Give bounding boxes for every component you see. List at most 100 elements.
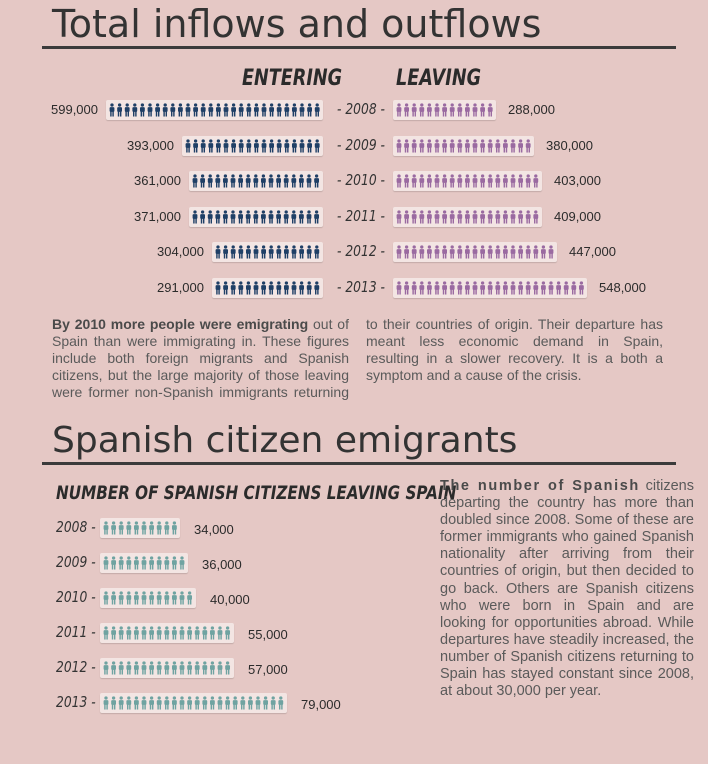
person-icon bbox=[411, 280, 417, 295]
person-icon bbox=[480, 280, 485, 295]
person-icon bbox=[276, 174, 281, 188]
person-icon bbox=[179, 696, 185, 710]
person-icon bbox=[223, 174, 228, 188]
person-icon bbox=[230, 174, 236, 188]
person-icon bbox=[253, 245, 259, 259]
person-icon bbox=[231, 103, 236, 117]
person-icon bbox=[419, 174, 425, 188]
person-icon bbox=[396, 138, 402, 153]
person-icon bbox=[126, 696, 132, 710]
person-icon bbox=[541, 280, 546, 295]
person-icon bbox=[518, 209, 523, 224]
person-icon bbox=[510, 280, 516, 295]
person-icon bbox=[472, 245, 478, 259]
person-icon bbox=[306, 209, 312, 224]
entering-bar bbox=[212, 277, 323, 298]
person-icon bbox=[261, 245, 266, 259]
person-icon bbox=[291, 174, 297, 188]
person-icon bbox=[419, 280, 425, 295]
spanish-bar bbox=[100, 693, 287, 713]
person-icon bbox=[179, 661, 185, 675]
person-icon bbox=[480, 209, 485, 224]
person-icon bbox=[465, 138, 470, 153]
person-icon bbox=[533, 245, 539, 259]
person-icon bbox=[261, 174, 266, 188]
person-icon bbox=[140, 103, 145, 117]
year-label: 2012 - bbox=[56, 658, 96, 676]
person-icon bbox=[449, 280, 455, 295]
inflows-paragraph-lead: By 2010 more people were emigrating bbox=[52, 316, 309, 332]
year-label: 2008 - bbox=[56, 518, 96, 536]
person-icon bbox=[185, 138, 191, 153]
person-icon bbox=[200, 174, 205, 188]
person-icon bbox=[103, 591, 109, 605]
person-icon bbox=[314, 174, 319, 188]
person-icon bbox=[134, 591, 139, 605]
person-icon bbox=[207, 174, 213, 188]
person-icon bbox=[134, 696, 139, 710]
person-icon bbox=[164, 521, 170, 535]
person-icon bbox=[172, 661, 177, 675]
person-icon bbox=[396, 103, 402, 117]
person-icon bbox=[533, 280, 539, 295]
person-icon bbox=[299, 245, 304, 259]
spanish-bar-icons bbox=[103, 591, 192, 605]
person-icon bbox=[442, 280, 447, 295]
person-icon bbox=[253, 174, 259, 188]
person-icon bbox=[419, 245, 425, 259]
person-icon bbox=[134, 556, 139, 570]
year-label: - 2011 - bbox=[337, 206, 386, 225]
person-icon bbox=[434, 280, 440, 295]
person-icon bbox=[202, 661, 208, 675]
person-icon bbox=[457, 174, 463, 188]
person-icon bbox=[230, 280, 236, 295]
year-label: 2010 - bbox=[56, 588, 96, 606]
leaving-bar bbox=[393, 206, 542, 227]
person-icon bbox=[269, 138, 274, 153]
person-icon bbox=[541, 245, 546, 259]
person-icon bbox=[156, 661, 162, 675]
person-icon bbox=[238, 245, 244, 259]
entering-bar-icons bbox=[185, 138, 320, 153]
person-icon bbox=[118, 696, 124, 710]
year-label: 2009 - bbox=[56, 553, 96, 571]
person-icon bbox=[283, 209, 289, 224]
spanish-value: 36,000 bbox=[202, 557, 242, 572]
person-icon bbox=[419, 138, 425, 153]
person-icon bbox=[240, 696, 246, 710]
entering-value: 599,000 bbox=[51, 102, 98, 117]
person-icon bbox=[200, 138, 206, 153]
person-icon bbox=[111, 661, 116, 675]
person-icon bbox=[141, 521, 147, 535]
person-icon bbox=[207, 209, 213, 224]
person-icon bbox=[194, 626, 200, 640]
person-icon bbox=[442, 209, 447, 224]
person-icon bbox=[495, 209, 501, 224]
person-icon bbox=[187, 696, 192, 710]
spanish-bar bbox=[100, 588, 196, 608]
person-icon bbox=[118, 661, 124, 675]
person-icon bbox=[202, 696, 208, 710]
person-icon bbox=[306, 245, 312, 259]
person-icon bbox=[480, 174, 485, 188]
person-icon bbox=[579, 280, 584, 295]
leaving-bar bbox=[393, 135, 534, 156]
person-icon bbox=[404, 280, 409, 295]
person-icon bbox=[270, 696, 276, 710]
person-icon bbox=[141, 661, 147, 675]
person-icon bbox=[404, 245, 409, 259]
person-icon bbox=[172, 626, 177, 640]
person-icon bbox=[268, 174, 274, 188]
year-label: - 2009 - bbox=[337, 135, 386, 154]
person-icon bbox=[111, 591, 116, 605]
spanish-bar-icons bbox=[103, 556, 185, 570]
person-icon bbox=[525, 280, 531, 295]
person-icon bbox=[487, 103, 493, 117]
person-icon bbox=[292, 103, 297, 117]
person-icon bbox=[149, 521, 154, 535]
person-icon bbox=[156, 696, 162, 710]
person-icon bbox=[124, 103, 130, 117]
person-icon bbox=[185, 103, 191, 117]
person-icon bbox=[480, 138, 485, 153]
person-icon bbox=[246, 245, 251, 259]
